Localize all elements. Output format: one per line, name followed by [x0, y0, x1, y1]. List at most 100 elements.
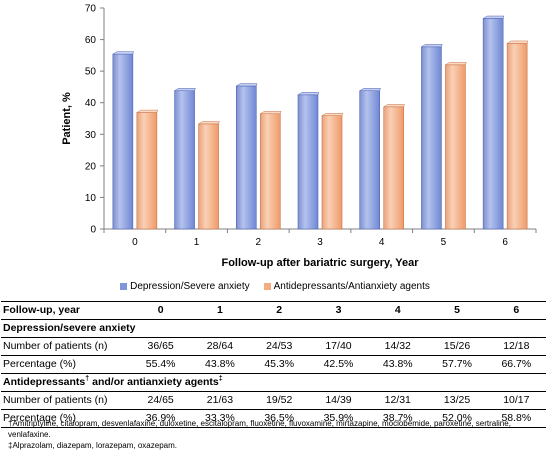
- section-title: Antidepressants† and/or antianxiety agen…: [1, 373, 546, 392]
- table-cell: 28/64: [190, 337, 250, 356]
- table-cell: 12/31: [368, 391, 428, 410]
- table-cell: 14/39: [308, 391, 369, 410]
- bar-antidepressants: [506, 43, 528, 230]
- y-tick-label: 10: [85, 193, 97, 204]
- bar-top-face: [111, 51, 135, 55]
- footnote-double-dagger: ‡Alprazolam, diazepam, lorazepam, oxazep…: [8, 440, 177, 450]
- table-row: Number of patients (n) 24/65 21/63 19/52 14/…: [1, 391, 546, 410]
- table-cell: 36.9%: [131, 409, 191, 428]
- table-cell: 52.0%: [427, 409, 487, 428]
- bar-top-face: [235, 83, 258, 87]
- section-title-text: Antidepressants: [3, 376, 86, 388]
- y-tick-label: 60: [85, 35, 97, 46]
- bar-top-face: [444, 62, 467, 66]
- header-year: 1: [190, 301, 250, 320]
- table-cell: 36.5%: [249, 409, 309, 428]
- footnotes: †Amitriptyline, citalopram, desvenlafaxi…: [8, 419, 548, 451]
- bar-top-face: [197, 121, 220, 125]
- x-tick-label: 4: [379, 237, 385, 248]
- table-header-row: Follow-up, year 0 1 2 3 4 5 6: [1, 301, 546, 320]
- y-tick-label: 40: [85, 98, 97, 109]
- row-label: Number of patients (n): [1, 337, 131, 356]
- bar-antidepressants: [445, 64, 466, 230]
- double-dagger-mark: ‡: [218, 375, 223, 383]
- table-cell: 55.4%: [131, 355, 191, 374]
- bar-depression: [174, 90, 195, 230]
- table-cell: 42.5%: [308, 355, 369, 374]
- section-title-text: and/or antianxiety agents: [89, 376, 219, 388]
- chart-legend: Depression/Severe anxiety Antidepressant…: [0, 281, 550, 292]
- header-year: 6: [486, 301, 546, 320]
- section-title-text: Depression/severe anxiety: [3, 322, 136, 334]
- x-tick-label: 3: [317, 237, 323, 248]
- x-tick-label: 6: [502, 237, 508, 248]
- bar-depression: [421, 46, 442, 230]
- x-tick-label: 5: [441, 237, 447, 248]
- legend-label: Depression/Severe anxiety: [130, 281, 250, 292]
- table-cell: 24/53: [249, 337, 309, 356]
- bar-top-face: [135, 109, 159, 113]
- bar-top-face: [358, 88, 381, 91]
- table-cell: 33.3%: [190, 409, 250, 428]
- x-tick-label: 2: [256, 237, 262, 248]
- x-axis-title: Follow-up after bariatric surgery, Year: [221, 257, 419, 269]
- legend-item-antidepressants: Antidepressants/Antianxiety agents: [263, 281, 430, 292]
- table-row: Number of patients (n) 36/65 28/64 24/53 17/…: [1, 337, 546, 356]
- table-cell: 12/18: [486, 337, 546, 356]
- table-cell: 17/40: [308, 337, 369, 356]
- legend-swatch-blue: [120, 283, 128, 290]
- footnote-dagger: †Amitriptyline, citalopram, desvenlafaxi…: [8, 419, 511, 439]
- table-cell: 66.7%: [486, 355, 546, 374]
- y-axis-title: Patient, %: [61, 92, 73, 145]
- legend-item-depression: Depression/Severe anxiety: [120, 281, 250, 292]
- table-cell: 43.8%: [190, 355, 250, 374]
- table-row: Percentage (%) 55.4% 43.8% 45.3% 42.5% 43.8% 5…: [1, 355, 546, 374]
- bar-top-face: [259, 111, 282, 115]
- table-cell: 58.8%: [486, 409, 546, 428]
- bar-depression: [297, 94, 319, 230]
- table-cell: 43.8%: [368, 355, 428, 374]
- bar-top-face: [173, 88, 196, 91]
- table-cell: 19/52: [249, 391, 309, 410]
- table-cell: 24/65: [131, 391, 191, 410]
- header-label: Follow-up, year: [1, 301, 131, 320]
- bar-top-face: [506, 40, 529, 44]
- section-row: Depression/severe anxiety: [1, 319, 546, 338]
- legend-swatch-orange: [263, 283, 271, 290]
- table-cell: 13/25: [427, 391, 487, 410]
- header-year: 2: [249, 301, 309, 320]
- bar-antidepressants: [383, 106, 405, 230]
- bar-top-face: [382, 104, 405, 108]
- table-cell: 45.3%: [249, 355, 309, 374]
- header-year: 4: [368, 301, 428, 320]
- table-cell: 10/17: [486, 391, 546, 410]
- table-cell: 36/65: [131, 337, 191, 356]
- chart-canvas: 0 10 20 30 40 50 60 70 0 1 2 3 4 5 6 Follow-up after ba…: [61, 4, 537, 269]
- table-cell: 57.7%: [427, 355, 487, 374]
- bar-antidepressants: [136, 112, 158, 230]
- dagger-mark: †: [85, 375, 90, 383]
- x-tick-label: 1: [194, 237, 200, 248]
- section-title: Depression/severe anxiety: [1, 319, 546, 338]
- table-row: Percentage (%) 36.9% 33.3% 36.5% 35.9% 38.7% 5…: [1, 409, 546, 428]
- table-cell: 38.7%: [368, 409, 428, 428]
- row-label: Number of patients (n): [1, 391, 131, 410]
- y-tick-label: 50: [85, 67, 97, 78]
- bar-top-face: [297, 92, 320, 96]
- bar-top-face: [482, 15, 505, 19]
- table-cell: 14/32: [368, 337, 428, 356]
- bar-antidepressants: [259, 113, 281, 230]
- bar-top-face: [321, 113, 344, 116]
- bar-depression: [359, 90, 381, 230]
- bar-depression: [482, 18, 504, 230]
- bar-antidepressants: [321, 115, 343, 230]
- bar-top-face: [420, 44, 443, 48]
- legend-label: Antidepressants/Antianxiety agents: [273, 281, 430, 292]
- bar-antidepressants: [198, 123, 219, 230]
- table-cell: 21/63: [190, 391, 250, 410]
- y-tick-label: 70: [85, 4, 97, 15]
- y-tick-label: 0: [90, 225, 96, 236]
- bar-depression: [235, 85, 257, 230]
- y-tick-label: 30: [85, 130, 97, 141]
- header-year: 0: [131, 301, 191, 320]
